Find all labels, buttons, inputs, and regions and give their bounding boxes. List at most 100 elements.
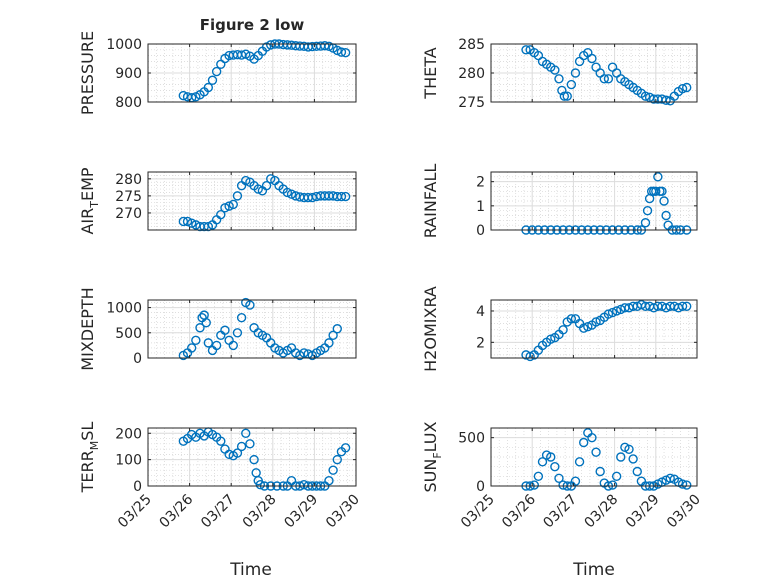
data-point bbox=[521, 45, 531, 55]
subplot-5: 0 500 1000 MIXDEPTH bbox=[78, 287, 357, 371]
y-tick-label: 500 bbox=[458, 431, 485, 447]
y-tick-label: 100 bbox=[115, 453, 142, 469]
y-tick-label: 1 bbox=[476, 199, 485, 215]
data-point bbox=[595, 466, 605, 477]
subplot-6: 2 4 H2OMIXRA bbox=[421, 286, 698, 372]
data-point bbox=[682, 301, 692, 311]
data-point bbox=[574, 457, 585, 467]
data-point bbox=[587, 53, 597, 64]
data-point bbox=[579, 323, 589, 333]
data-point bbox=[546, 452, 556, 462]
data-point bbox=[554, 74, 564, 84]
data-point bbox=[299, 348, 309, 358]
data-point bbox=[558, 325, 568, 335]
y-tick-label: 0 bbox=[133, 479, 142, 495]
data-point bbox=[211, 340, 222, 351]
data-point bbox=[591, 447, 601, 457]
y-tick-label: 0 bbox=[133, 351, 142, 367]
data-point bbox=[533, 471, 544, 482]
subplot-4: 0 1 2 RAINFALL bbox=[421, 164, 698, 239]
x-tick-label: 03/27 bbox=[198, 492, 238, 532]
data-point bbox=[236, 441, 247, 452]
data-point bbox=[203, 221, 214, 232]
data-point bbox=[261, 180, 272, 191]
data-point bbox=[320, 41, 330, 51]
data-point bbox=[220, 203, 230, 213]
data-point bbox=[529, 480, 539, 490]
axes-box bbox=[147, 427, 357, 487]
data-point bbox=[603, 309, 614, 319]
data-point bbox=[340, 48, 351, 58]
data-point bbox=[579, 437, 589, 448]
y-axis-label: TERRMSL bbox=[78, 422, 101, 494]
y-tick-label: 2 bbox=[476, 175, 485, 191]
data-point bbox=[661, 210, 671, 221]
y-tick-label: 280 bbox=[458, 66, 485, 82]
data-point bbox=[203, 82, 214, 93]
data-point bbox=[182, 216, 193, 227]
data-point bbox=[324, 338, 334, 348]
data-point bbox=[665, 473, 675, 483]
y-tick-label: 285 bbox=[458, 37, 485, 53]
data-point bbox=[195, 323, 205, 333]
data-point bbox=[677, 301, 688, 311]
data-point bbox=[282, 187, 293, 198]
data-point bbox=[332, 324, 342, 334]
data-point bbox=[216, 209, 226, 220]
data-point bbox=[537, 457, 548, 467]
subplot-1: 800 900 1000 PRESSURE bbox=[78, 31, 357, 115]
y-tick-label: 0 bbox=[476, 479, 485, 495]
data-point bbox=[525, 351, 535, 362]
data-point bbox=[201, 317, 211, 328]
xlabel-right: Time bbox=[572, 560, 615, 580]
data-point bbox=[624, 444, 634, 454]
data-point bbox=[607, 307, 618, 318]
y-axis-label: SUNFLUX bbox=[421, 421, 444, 492]
data-point bbox=[324, 41, 334, 52]
data-point bbox=[266, 174, 276, 184]
data-point bbox=[232, 448, 243, 458]
y-tick-label: 275 bbox=[458, 95, 485, 111]
data-point bbox=[340, 191, 351, 202]
figure-title: Figure 2 low bbox=[200, 16, 305, 34]
data-point bbox=[253, 184, 263, 194]
data-point bbox=[245, 439, 255, 449]
axes-box bbox=[490, 427, 698, 487]
y-tick-label: 275 bbox=[115, 189, 142, 205]
data-point bbox=[207, 75, 218, 85]
data-point bbox=[657, 186, 667, 197]
data-point bbox=[566, 314, 577, 324]
data-point bbox=[340, 443, 351, 453]
y-tick-label: 800 bbox=[115, 95, 142, 111]
y-tick-label: 270 bbox=[115, 206, 142, 222]
axes-box bbox=[490, 171, 698, 231]
data-point bbox=[336, 47, 347, 57]
y-axis-label: AIRTEMP bbox=[78, 167, 101, 234]
x-tick-label: 03/30 bbox=[664, 492, 704, 532]
data-point bbox=[653, 172, 663, 182]
data-point bbox=[228, 199, 238, 210]
y-axis-label: RAINFALL bbox=[421, 164, 440, 239]
data-point bbox=[328, 330, 338, 341]
x-tick-label: 03/26 bbox=[157, 491, 197, 531]
data-point bbox=[591, 317, 601, 327]
data-point bbox=[286, 189, 297, 199]
y-axis-label: THETA bbox=[421, 47, 440, 99]
data-point bbox=[224, 201, 234, 211]
xlabel-left: Time bbox=[229, 560, 272, 580]
data-point bbox=[570, 476, 581, 486]
data-point bbox=[682, 82, 692, 93]
x-tick-label: 03/25 bbox=[115, 492, 155, 532]
data-point bbox=[682, 480, 692, 490]
data-point bbox=[550, 461, 560, 472]
y-tick-label: 900 bbox=[115, 66, 142, 82]
x-tick-label: 03/29 bbox=[281, 492, 321, 532]
data-point bbox=[220, 325, 230, 335]
data-point bbox=[611, 471, 622, 482]
data-point bbox=[599, 74, 609, 84]
data-point bbox=[642, 205, 653, 216]
data-point bbox=[559, 91, 570, 101]
data-point bbox=[249, 454, 259, 465]
data-point bbox=[336, 191, 347, 202]
